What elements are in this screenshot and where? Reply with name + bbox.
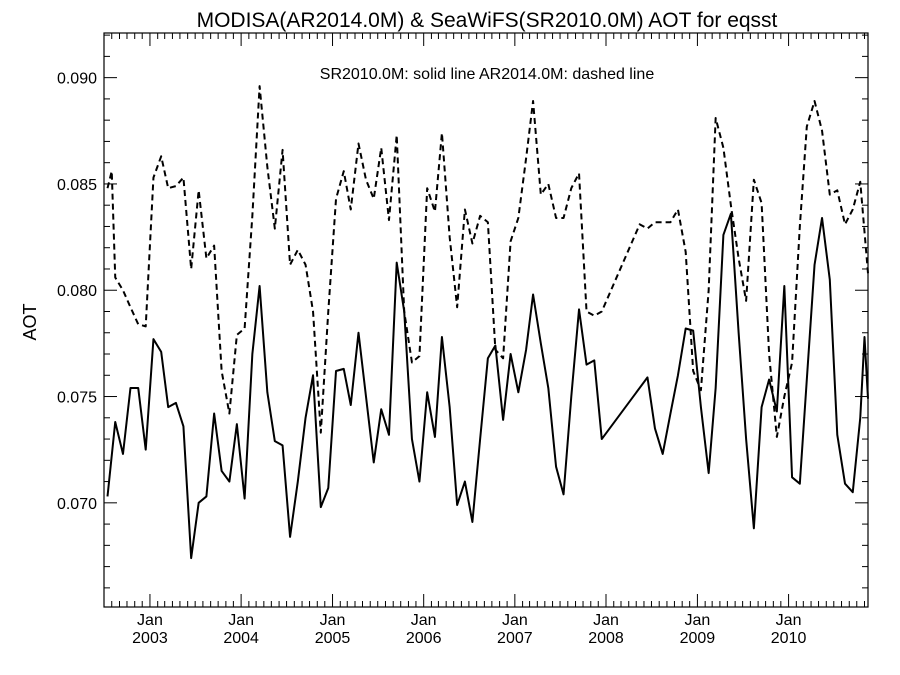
series-line-ar2014-0m xyxy=(106,85,869,438)
chart-title: MODISA(AR2014.0M) & SeaWiFS(SR2010.0M) A… xyxy=(197,9,778,32)
x-tick-label-month: Jan xyxy=(776,612,802,629)
series-line-sr2010-0m xyxy=(106,212,869,560)
y-tick-label: 0.075 xyxy=(57,390,97,407)
y-tick-label: 0.070 xyxy=(57,496,97,513)
x-tick-label-month: Jan xyxy=(320,612,346,629)
y-tick-label: 0.090 xyxy=(57,71,97,88)
legend-text: SR2010.0M: solid line AR2014.0M: dashed … xyxy=(320,66,655,83)
x-tick-label-year: 2007 xyxy=(497,630,533,647)
x-tick-label-year: 2010 xyxy=(771,630,807,647)
x-tick-label-year: 2006 xyxy=(406,630,442,647)
x-tick-label-year: 2008 xyxy=(588,630,624,647)
x-tick-label-month: Jan xyxy=(411,612,437,629)
x-tick-label-month: Jan xyxy=(593,612,619,629)
x-tick-label-year: 2005 xyxy=(315,630,351,647)
y-tick-label: 0.080 xyxy=(57,283,97,300)
x-tick-label-year: 2003 xyxy=(132,630,168,647)
x-tick-label-month: Jan xyxy=(137,612,163,629)
y-tick-label: 0.085 xyxy=(57,177,97,194)
x-tick-label-month: Jan xyxy=(502,612,528,629)
x-tick-label-month: Jan xyxy=(685,612,711,629)
plot-frame xyxy=(103,32,869,608)
x-tick-label-year: 2004 xyxy=(223,630,259,647)
axis-layer: 0.0700.0750.0800.0850.090Jan2003Jan2004J… xyxy=(57,33,868,647)
series-layer xyxy=(106,85,869,560)
x-tick-label-year: 2009 xyxy=(680,630,716,647)
x-tick-label-month: Jan xyxy=(228,612,254,629)
y-axis-label: AOT xyxy=(20,303,40,340)
